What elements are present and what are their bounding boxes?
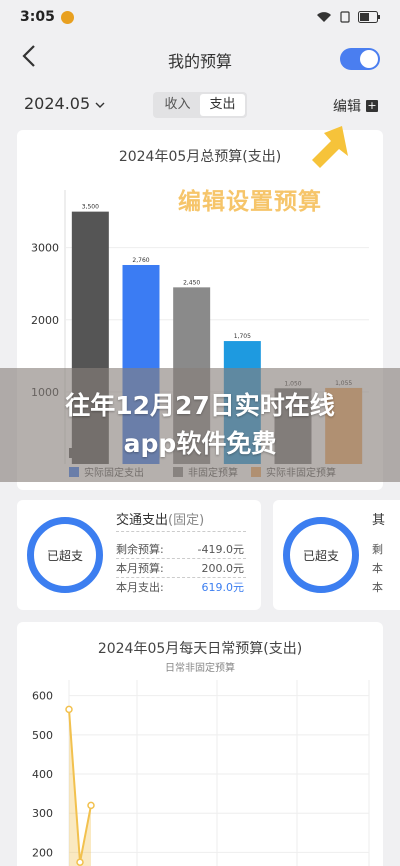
data-point	[76, 858, 84, 866]
page-title: 我的预算	[167, 52, 232, 71]
budget-toggle[interactable]	[340, 48, 380, 70]
plus-icon: +	[366, 99, 378, 112]
edit-label: 编辑	[333, 99, 361, 115]
sim-icon	[340, 11, 350, 23]
battery-icon	[358, 11, 380, 23]
row-value: -419.0元	[197, 543, 244, 556]
ring-label: 已超支	[302, 549, 339, 563]
month-label: 2024.05	[24, 94, 91, 113]
summary-title: 交通支出(固定)	[116, 509, 204, 528]
chevron-down-icon	[95, 102, 105, 108]
y-tick-label: 2000	[31, 314, 59, 327]
progress-ring	[27, 517, 103, 593]
bar-value-label: 2,450	[183, 279, 200, 286]
edit-button[interactable]: 编辑 +	[333, 96, 378, 116]
divider	[116, 558, 246, 559]
row-value: 619.0元	[201, 581, 245, 594]
bar-value-label: 2,760	[132, 257, 149, 264]
sub-toolbar: 2024.05 收入 支出 编辑 +	[0, 90, 400, 122]
bar-value-label: 3,500	[82, 204, 99, 211]
y-tick-label: 600	[32, 690, 53, 703]
y-tick-label: 500	[32, 729, 53, 742]
data-point	[65, 705, 73, 714]
status-bar: 3:05	[0, 0, 400, 34]
wifi-icon	[317, 12, 331, 22]
y-tick-label: 300	[32, 807, 53, 820]
line-chart-title: 2024年05月每天日常预算(支出)	[97, 641, 303, 657]
row-budget: 本月预算: 200.0元	[116, 560, 244, 576]
summary-title: 其	[372, 513, 386, 528]
status-time: 3:05	[20, 9, 55, 25]
line-chart-subtitle: 日常非固定预算	[165, 663, 235, 674]
bar-value-label: 1,705	[234, 333, 251, 340]
row-remaining: 剩余预算: -419.0元	[116, 541, 244, 557]
row-label: 剩余预算:	[116, 543, 164, 556]
income-expense-switch: 收入 支出	[153, 92, 247, 118]
row-label: 本月支出:	[116, 581, 164, 594]
daily-budget-line-chart: 200 300 400 500 600	[32, 680, 370, 866]
row-spent: 本月支出: 619.0元	[116, 579, 244, 595]
status-right	[316, 11, 380, 23]
month-selector[interactable]: 2024.05	[24, 94, 105, 113]
row-label: 本	[372, 562, 383, 575]
bar-chart-title: 2024年05月总预算(支出)	[118, 149, 282, 165]
row-label: 本	[372, 581, 383, 594]
chevron-left-icon[interactable]	[14, 44, 44, 74]
summary-card-other[interactable]: 已超支 其 剩 本 本	[273, 500, 400, 610]
arrow-icon	[312, 126, 348, 168]
data-point	[87, 801, 95, 810]
y-tick-label: 400	[32, 768, 53, 781]
y-tick-label: 3000	[31, 242, 59, 255]
summary-card-transport[interactable]: 已超支 交通支出(固定) 剩余预算: -419.0元 本月预算: 200.0元 …	[17, 500, 261, 610]
nav-header: 我的预算	[0, 38, 400, 82]
line-area	[69, 709, 91, 866]
summary-title-text: 交通支出	[116, 513, 169, 528]
tab-income[interactable]: 收入	[164, 97, 191, 112]
daily-budget-card: 2024年05月每天日常预算(支出) 日常非固定预算 200 300 400 500 6…	[17, 622, 383, 866]
tab-expense[interactable]: 支出	[200, 94, 245, 116]
y-tick-label: 200	[32, 846, 53, 859]
ring-label: 已超支	[46, 549, 83, 563]
weibo-icon	[60, 10, 74, 24]
promo-overlay: 往年12月27日实时在线 app软件免费	[0, 368, 400, 482]
row-label: 本月预算:	[116, 562, 164, 575]
edit-annotation: 编辑设置预算	[178, 189, 322, 215]
progress-ring	[283, 517, 359, 593]
overlay-line-2: app软件免费	[123, 429, 277, 458]
row-value: 200.0元	[201, 562, 245, 575]
divider	[116, 577, 246, 578]
summary-tag: (固定)	[168, 513, 205, 528]
divider	[116, 531, 246, 532]
overlay-line-1: 往年12月27日实时在线	[65, 391, 335, 420]
row-label: 剩	[372, 543, 383, 556]
